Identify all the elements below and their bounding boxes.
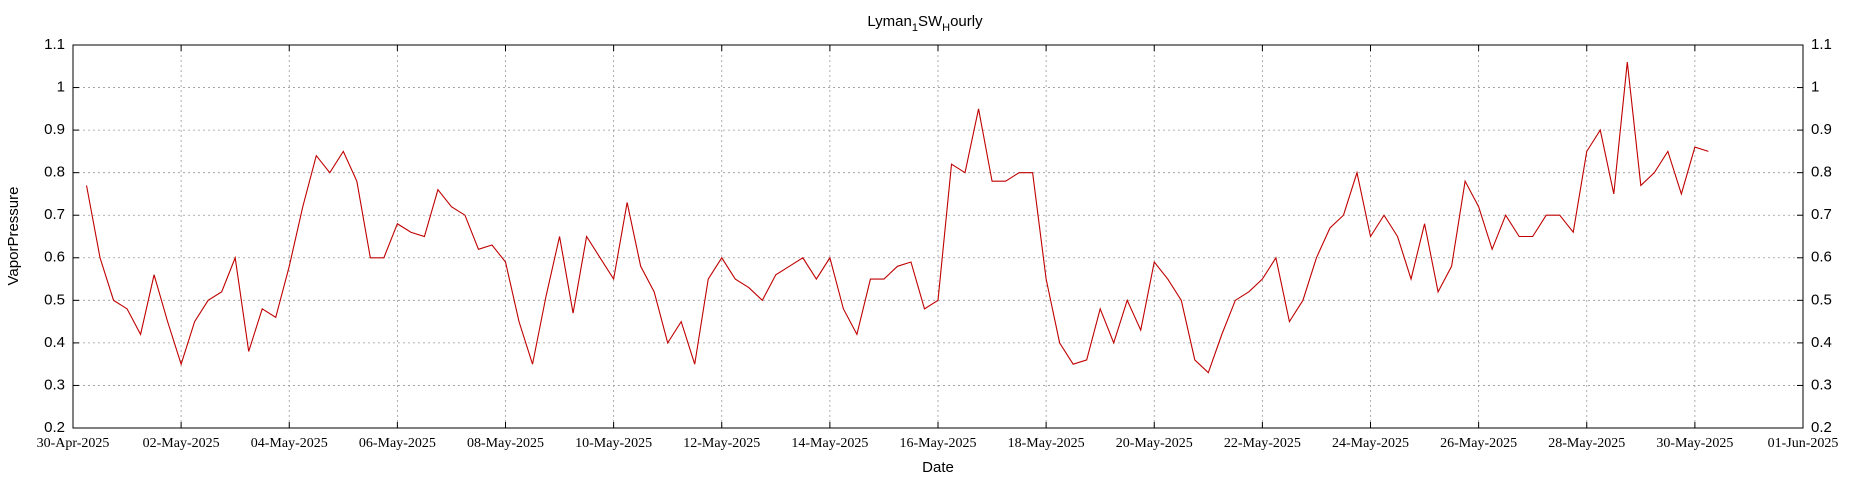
y-tick-label: 0.2 bbox=[44, 419, 65, 436]
y-tick-label: 0.7 bbox=[44, 206, 65, 223]
x-tick-label: 14-May-2025 bbox=[791, 436, 868, 451]
x-tick-label: 08-May-2025 bbox=[467, 436, 544, 451]
y-tick-label-right: 1.1 bbox=[1811, 36, 1832, 53]
plot-frame bbox=[72, 44, 1804, 429]
x-tick-label: 20-May-2025 bbox=[1116, 436, 1193, 451]
title-sub: 1 bbox=[912, 22, 918, 34]
x-tick-label: 10-May-2025 bbox=[575, 436, 652, 451]
x-tick-label: 30-May-2025 bbox=[1656, 436, 1733, 451]
y-tick-label-right: 0.5 bbox=[1811, 291, 1832, 308]
x-tick-label: 12-May-2025 bbox=[683, 436, 760, 451]
y-tick-label: 0.9 bbox=[44, 121, 65, 138]
x-tick-label: 16-May-2025 bbox=[900, 436, 977, 451]
y-tick-label-right: 0.6 bbox=[1811, 249, 1832, 266]
y-tick-label-right: 0.2 bbox=[1811, 419, 1832, 436]
y-tick-label: 1.1 bbox=[44, 36, 65, 53]
y-tick-label: 0.6 bbox=[44, 249, 65, 266]
y-tick-label-right: 0.4 bbox=[1811, 334, 1832, 351]
x-tick-label: 04-May-2025 bbox=[251, 436, 328, 451]
y-axis-label: VaporPressure bbox=[5, 187, 22, 286]
x-axis-label: Date bbox=[922, 459, 954, 476]
title-sub: H bbox=[942, 22, 950, 34]
y-tick-label: 0.5 bbox=[44, 291, 65, 308]
y-tick-label-right: 0.7 bbox=[1811, 206, 1832, 223]
chart-title: Lyman1SWHourly bbox=[867, 13, 983, 34]
data-line bbox=[85, 61, 1709, 374]
y-tick-label-right: 0.3 bbox=[1811, 376, 1832, 393]
x-tick-label: 01-Jun-2025 bbox=[1768, 436, 1839, 451]
y-tick-label: 0.8 bbox=[44, 164, 65, 181]
x-tick-label: 24-May-2025 bbox=[1332, 436, 1409, 451]
x-tick-label: 02-May-2025 bbox=[143, 436, 220, 451]
x-tick-label: 06-May-2025 bbox=[359, 436, 436, 451]
y-tick-label: 0.4 bbox=[44, 334, 65, 351]
x-tick-label: 26-May-2025 bbox=[1440, 436, 1517, 451]
x-tick-label: 18-May-2025 bbox=[1008, 436, 1085, 451]
y-tick-label-right: 0.9 bbox=[1811, 121, 1832, 138]
title-part: Lyman bbox=[867, 13, 911, 30]
y-tick-label: 0.3 bbox=[44, 376, 65, 393]
x-tick-label: 28-May-2025 bbox=[1548, 436, 1625, 451]
x-tick-label: 22-May-2025 bbox=[1224, 436, 1301, 451]
y-tick-label-right: 0.8 bbox=[1811, 164, 1832, 181]
x-tick-label: 30-Apr-2025 bbox=[37, 436, 110, 451]
title-part: ourly bbox=[950, 13, 983, 30]
y-tick-label: 1 bbox=[57, 79, 65, 96]
y-tick-label-right: 1 bbox=[1811, 79, 1819, 96]
title-part: SW bbox=[918, 13, 943, 30]
